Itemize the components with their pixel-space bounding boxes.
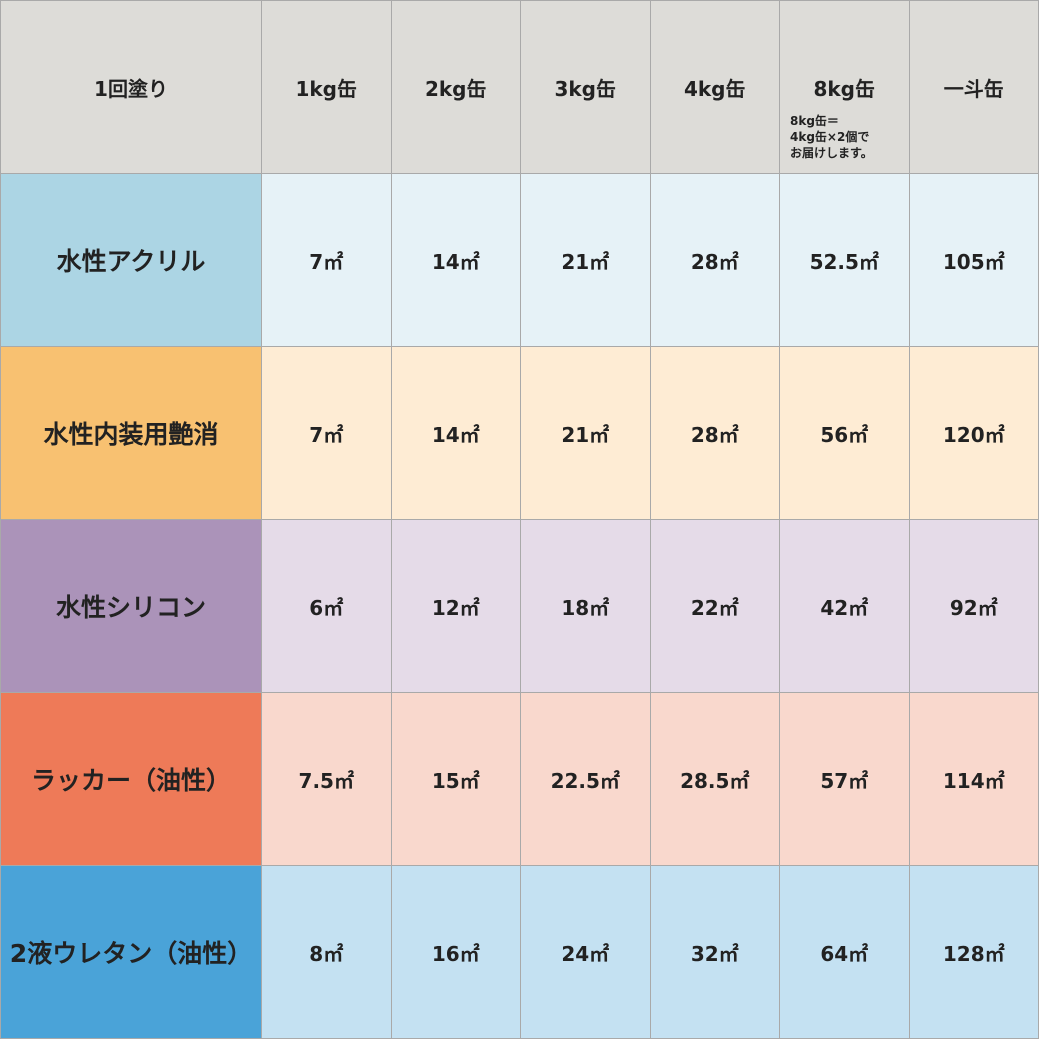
note-line: 4kg缶×2個で: [790, 130, 870, 144]
coverage-cell: 52.5㎡: [779, 173, 910, 347]
row-label: ラッカー（油性）: [0, 692, 262, 866]
header-col: 3kg缶: [520, 0, 651, 174]
coverage-cell: 28㎡: [649, 173, 780, 347]
coverage-cell: 92㎡: [908, 519, 1039, 693]
header-col-8kg: 8kg缶 8kg缶＝ 4kg缶×2個で お届けします。: [779, 0, 910, 174]
coverage-cell: 14㎡: [390, 173, 521, 347]
coverage-cell: 18㎡: [520, 519, 651, 693]
coverage-cell: 22㎡: [649, 519, 780, 693]
header-row: 1回塗り 1kg缶 2kg缶 3kg缶 4kg缶 8kg缶 8kg缶＝ 4kg缶…: [0, 0, 1039, 174]
coverage-cell: 24㎡: [520, 865, 651, 1039]
coverage-cell: 28㎡: [649, 346, 780, 520]
coverage-cell: 28.5㎡: [649, 692, 780, 866]
note: 8kg缶＝ 4kg缶×2個で お届けします。: [790, 113, 873, 161]
note-line: 8kg缶＝: [790, 114, 839, 128]
header-col: 一斗缶: [908, 0, 1039, 174]
header-col: 1kg缶: [261, 0, 392, 174]
coverage-cell: 57㎡: [779, 692, 910, 866]
header-title: 1回塗り: [0, 0, 262, 174]
coverage-cell: 21㎡: [520, 173, 651, 347]
coverage-cell: 32㎡: [649, 865, 780, 1039]
coverage-cell: 15㎡: [390, 692, 521, 866]
coverage-cell: 22.5㎡: [520, 692, 651, 866]
coverage-cell: 42㎡: [779, 519, 910, 693]
coverage-cell: 7㎡: [261, 173, 392, 347]
coverage-cell: 16㎡: [390, 865, 521, 1039]
table-row: 2液ウレタン（油性） 8㎡ 16㎡ 24㎡ 32㎡ 64㎡ 128㎡: [0, 865, 1039, 1039]
coverage-cell: 7㎡: [261, 346, 392, 520]
row-label: 水性内装用艶消: [0, 346, 262, 520]
note-line: お届けします。: [790, 146, 873, 160]
coverage-cell: 120㎡: [908, 346, 1039, 520]
coverage-cell: 64㎡: [779, 865, 910, 1039]
coverage-cell: 21㎡: [520, 346, 651, 520]
coverage-cell: 105㎡: [908, 173, 1039, 347]
table-row: 水性アクリル 7㎡ 14㎡ 21㎡ 28㎡ 52.5㎡ 105㎡: [0, 173, 1039, 347]
header-col-label: 8kg缶: [813, 76, 876, 101]
row-label: 水性アクリル: [0, 173, 262, 347]
coverage-cell: 8㎡: [261, 865, 392, 1039]
coverage-cell: 128㎡: [908, 865, 1039, 1039]
coverage-cell: 14㎡: [390, 346, 521, 520]
row-label: 2液ウレタン（油性）: [0, 865, 262, 1039]
coverage-cell: 114㎡: [908, 692, 1039, 866]
table-row: ラッカー（油性） 7.5㎡ 15㎡ 22.5㎡ 28.5㎡ 57㎡ 114㎡: [0, 692, 1039, 866]
row-label: 水性シリコン: [0, 519, 262, 693]
coverage-cell: 7.5㎡: [261, 692, 392, 866]
coverage-cell: 6㎡: [261, 519, 392, 693]
header-col: 4kg缶: [649, 0, 780, 174]
header-col: 2kg缶: [390, 0, 521, 174]
table-row: 水性内装用艶消 7㎡ 14㎡ 21㎡ 28㎡ 56㎡ 120㎡: [0, 346, 1039, 520]
coverage-cell: 56㎡: [779, 346, 910, 520]
coverage-cell: 12㎡: [390, 519, 521, 693]
table-row: 水性シリコン 6㎡ 12㎡ 18㎡ 22㎡ 42㎡ 92㎡: [0, 519, 1039, 693]
